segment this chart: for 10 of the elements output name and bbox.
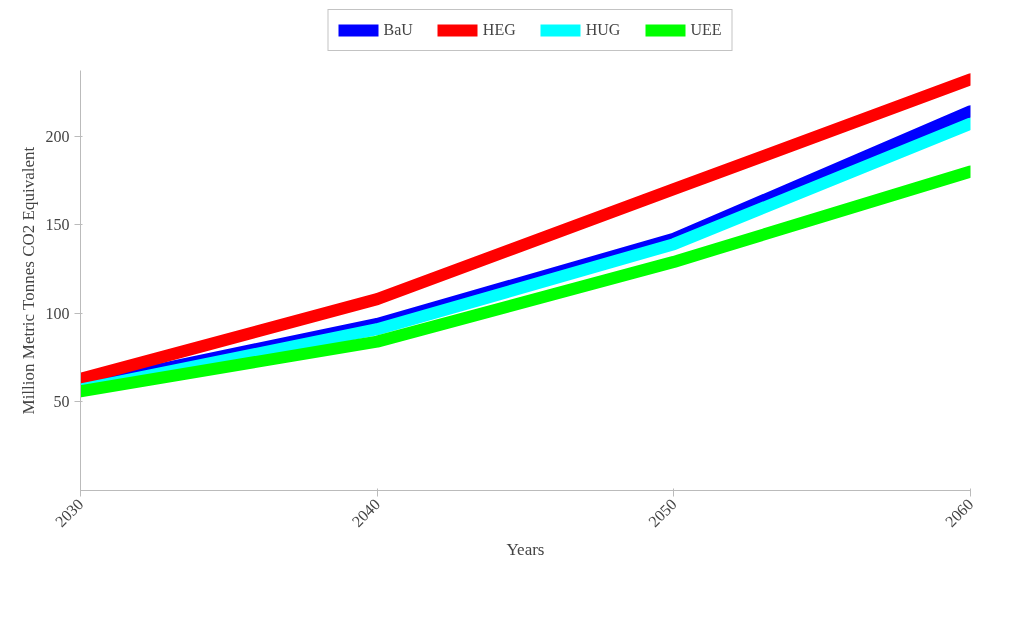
y-tick-label: 150 — [45, 216, 70, 234]
y-tick-label: 200 — [45, 127, 70, 145]
legend-label: HUG — [585, 21, 621, 39]
y-tick-label: 100 — [45, 304, 70, 322]
y-tick-label: 50 — [53, 393, 70, 411]
legend-label: BaU — [383, 21, 413, 39]
legend-label: HEG — [482, 21, 516, 39]
y-axis-title: Million Metric Tonnes CO2 Equivalent — [18, 146, 38, 415]
x-axis-title: Years — [506, 539, 545, 559]
legend-label: UEE — [690, 21, 722, 39]
